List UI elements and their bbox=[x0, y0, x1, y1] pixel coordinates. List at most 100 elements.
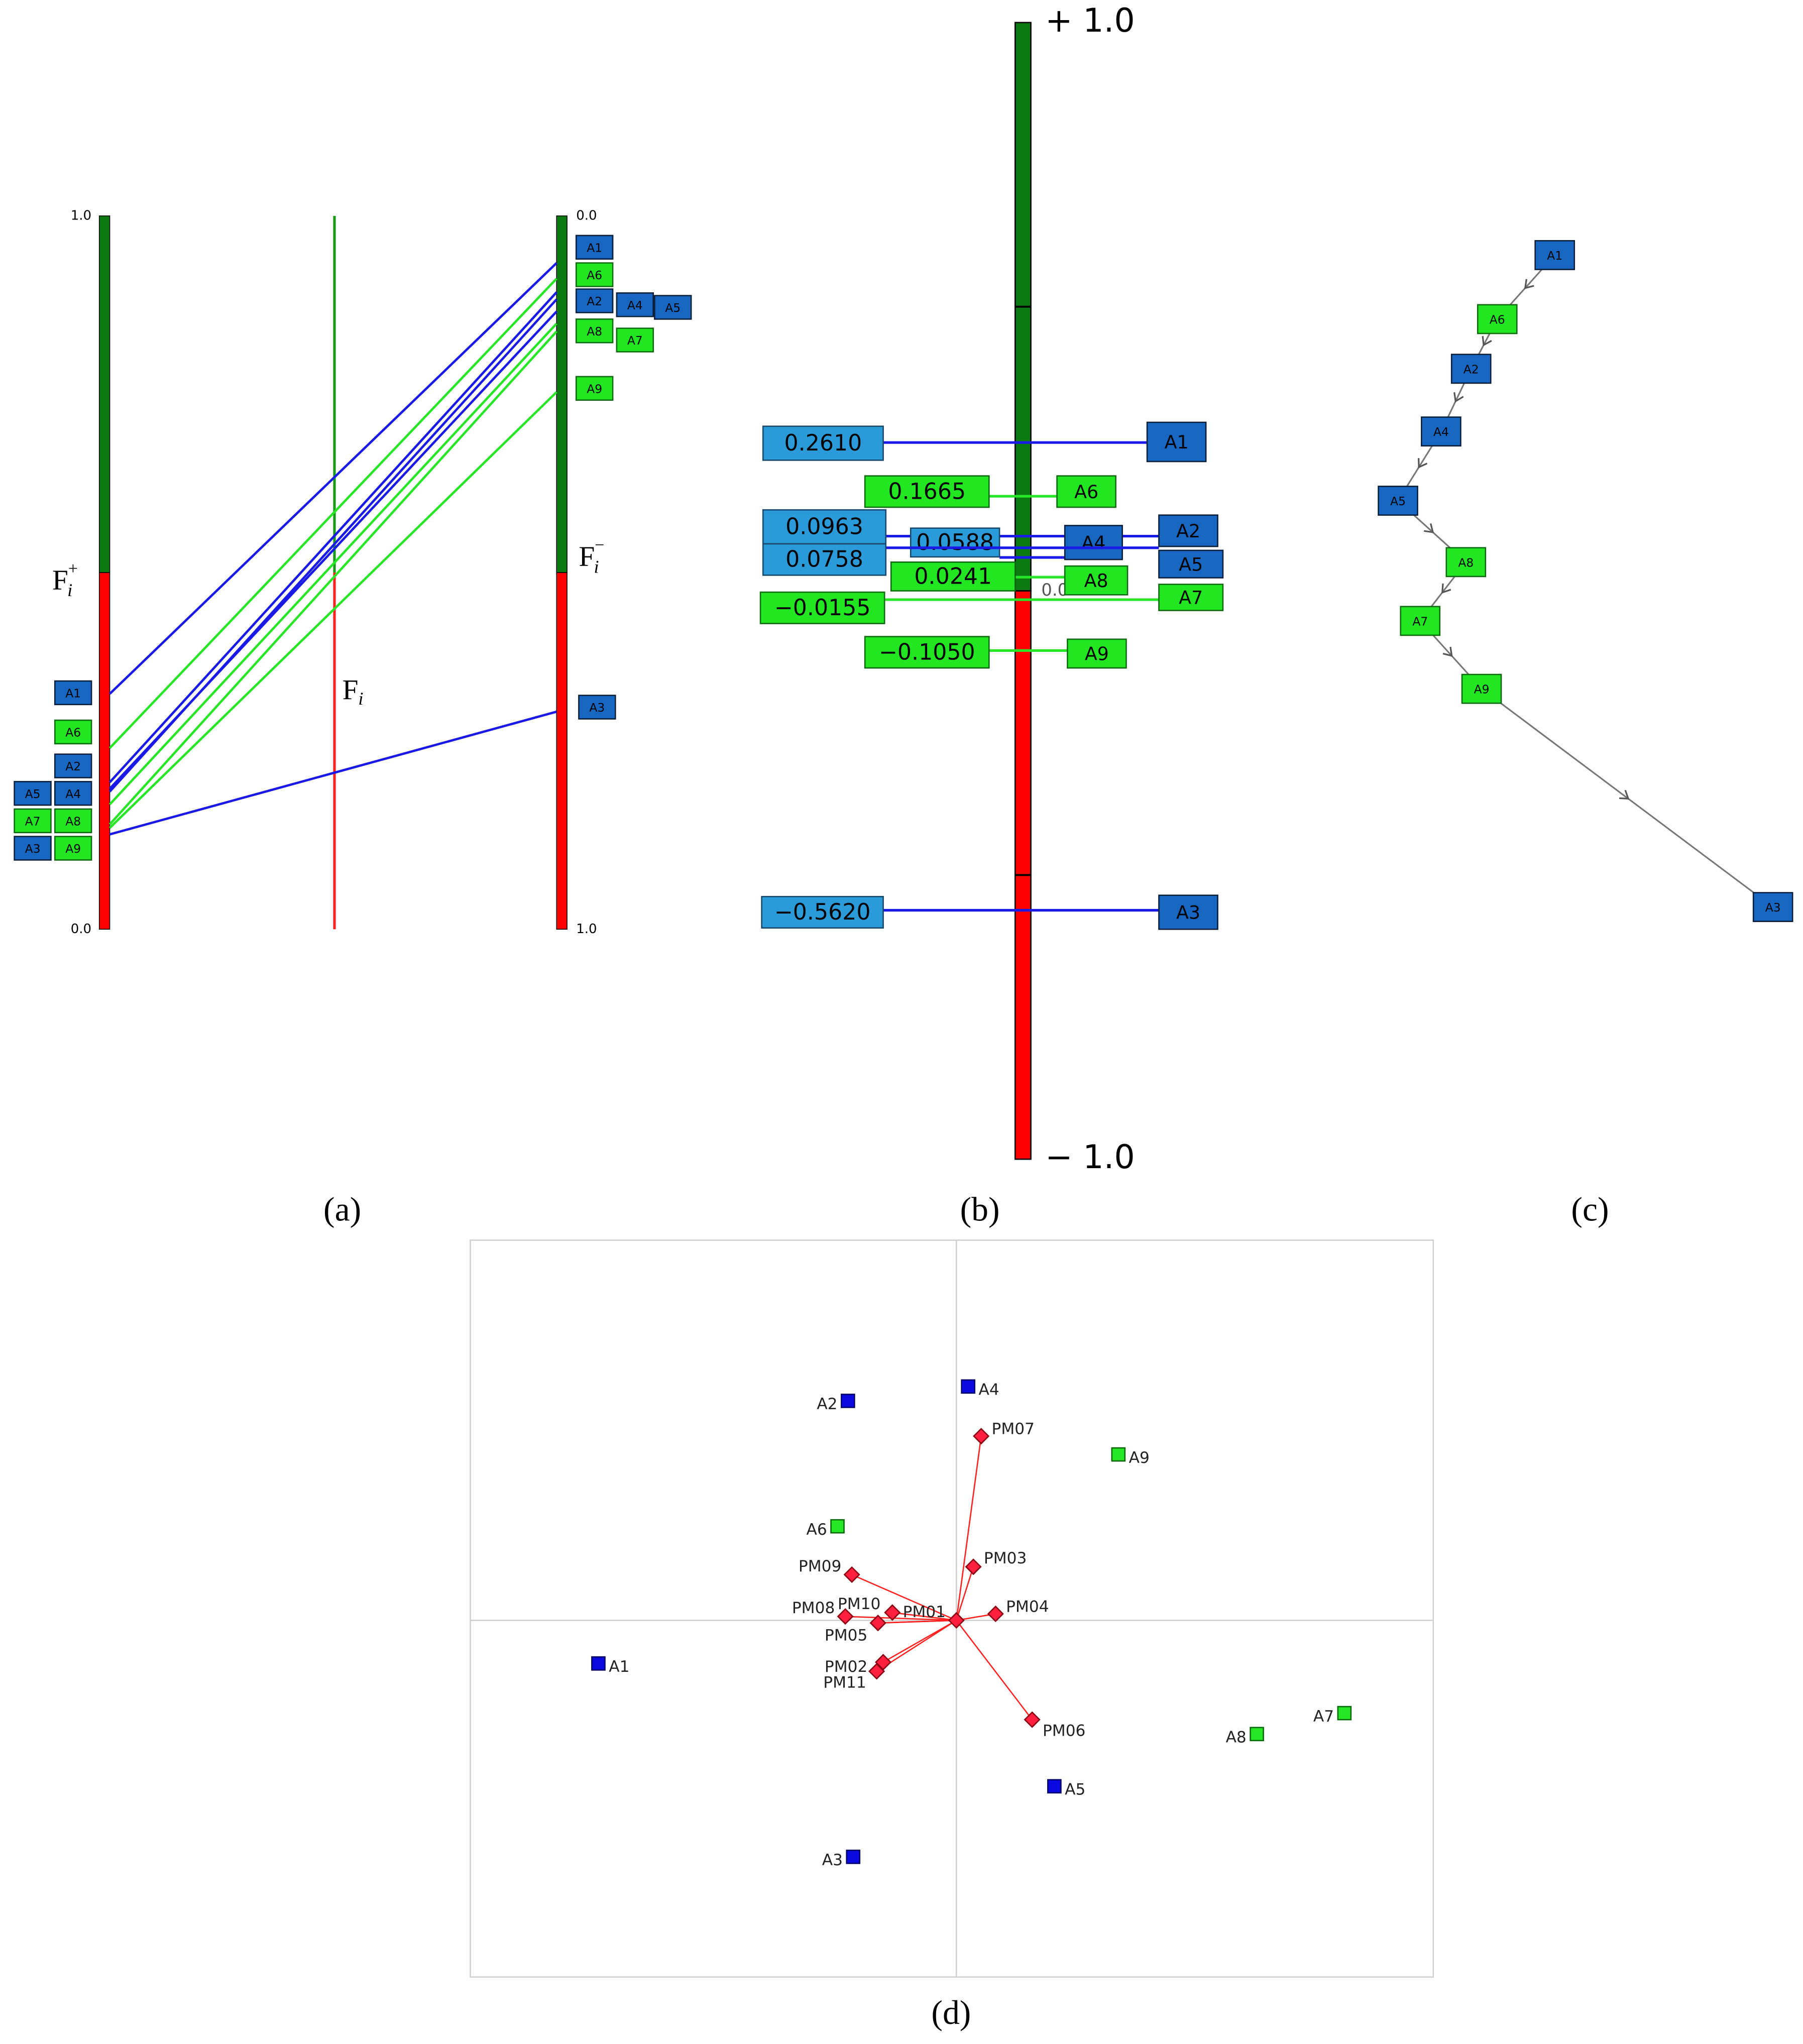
alternative-point bbox=[1337, 1706, 1352, 1721]
box-label: A1 bbox=[65, 687, 81, 701]
caption-c: (c) bbox=[1571, 1190, 1609, 1228]
label-box bbox=[575, 376, 614, 401]
alternative-point bbox=[591, 1656, 606, 1671]
label-box bbox=[1158, 584, 1224, 611]
value-label: 0.0758 bbox=[785, 547, 863, 573]
box-label: A4 bbox=[1081, 532, 1105, 553]
label-box bbox=[575, 288, 614, 313]
box-label: A3 bbox=[589, 701, 605, 715]
box-label: A1 bbox=[1165, 431, 1189, 453]
criterion-point bbox=[843, 1566, 860, 1583]
alternative-point bbox=[961, 1379, 975, 1394]
label-box bbox=[1378, 486, 1418, 516]
criterion-axis bbox=[878, 1620, 957, 1624]
criterion-point bbox=[973, 1428, 990, 1445]
label-base: F bbox=[343, 674, 359, 706]
label-box bbox=[1450, 354, 1492, 384]
criterion-label: PM02 bbox=[825, 1658, 867, 1676]
point-label: A7 bbox=[1313, 1708, 1334, 1726]
box-label: A3 bbox=[1765, 900, 1781, 915]
label-box bbox=[1534, 240, 1575, 270]
tick-label: 0.0 bbox=[71, 922, 91, 937]
value-box bbox=[910, 527, 1000, 558]
flow-line bbox=[108, 322, 557, 806]
box-label: A8 bbox=[587, 324, 602, 338]
box-label: A5 bbox=[1390, 494, 1406, 508]
box-label: A2 bbox=[65, 759, 81, 773]
box-label: A5 bbox=[25, 787, 41, 801]
criterion-label: PM04 bbox=[1006, 1598, 1049, 1616]
box-label: A6 bbox=[1490, 313, 1505, 327]
caption-d: (d) bbox=[931, 1994, 971, 2031]
label-base: F bbox=[579, 541, 595, 573]
criterion-axis bbox=[955, 1436, 982, 1621]
label-box bbox=[54, 753, 92, 778]
point-label: A3 bbox=[822, 1851, 843, 1869]
box-label: A8 bbox=[1084, 570, 1108, 592]
label-box bbox=[1445, 547, 1487, 578]
value-label: 0.1665 bbox=[888, 479, 966, 504]
box-label: A7 bbox=[1179, 587, 1203, 609]
point-label: A8 bbox=[1226, 1729, 1247, 1747]
box-label: A6 bbox=[1074, 481, 1098, 503]
criterion-point bbox=[1024, 1711, 1041, 1728]
alternative-point bbox=[846, 1850, 861, 1864]
rank-arrow bbox=[1481, 688, 1774, 908]
tick-label: + 1.0 bbox=[1045, 2, 1135, 40]
box-label: A1 bbox=[1547, 249, 1562, 263]
label-box bbox=[1477, 304, 1518, 334]
label-box bbox=[1064, 565, 1129, 596]
criterion-point bbox=[987, 1605, 1004, 1623]
criterion-label: PM10 bbox=[838, 1595, 880, 1613]
label-box bbox=[1067, 638, 1127, 669]
alternative-point bbox=[830, 1519, 845, 1534]
label-box bbox=[575, 318, 614, 344]
criterion-axis bbox=[851, 1574, 957, 1621]
point-label: A4 bbox=[978, 1381, 999, 1399]
axis-label: F+ i bbox=[52, 559, 78, 601]
box-label: A2 bbox=[587, 294, 602, 308]
criterion-label: PM03 bbox=[984, 1549, 1027, 1567]
label-box bbox=[54, 836, 92, 861]
label-box bbox=[654, 295, 692, 320]
tick-label: 0.0 bbox=[1041, 580, 1068, 600]
value-box bbox=[761, 895, 884, 929]
box-label: A4 bbox=[65, 787, 81, 801]
flow-line bbox=[108, 391, 557, 829]
value-label: −0.1050 bbox=[879, 639, 975, 665]
axis-label: Fi bbox=[343, 674, 364, 709]
box-label: A5 bbox=[665, 301, 681, 315]
label-sub: i bbox=[358, 689, 363, 709]
criterion-axis bbox=[956, 1566, 974, 1621]
box-label: A4 bbox=[1433, 425, 1449, 439]
label-box bbox=[575, 235, 614, 260]
box-label: A2 bbox=[1176, 520, 1200, 542]
label-sup: + bbox=[68, 559, 78, 578]
box-label: A6 bbox=[65, 726, 81, 740]
flow-line bbox=[108, 298, 557, 792]
label-box bbox=[1056, 475, 1116, 508]
value-box bbox=[864, 636, 990, 669]
value-box bbox=[762, 543, 887, 576]
label-box bbox=[1752, 892, 1793, 922]
gaia-frame bbox=[470, 1239, 1434, 1978]
box-label: A9 bbox=[65, 842, 81, 856]
alternative-point bbox=[841, 1394, 855, 1408]
box-label: A7 bbox=[1412, 614, 1428, 628]
criterion-label: PM11 bbox=[823, 1673, 866, 1691]
axis-bar-top bbox=[98, 215, 110, 573]
criterion-axis bbox=[882, 1620, 957, 1663]
axis-label: F− i bbox=[579, 536, 604, 577]
box-label: A6 bbox=[587, 268, 602, 282]
flow-line bbox=[108, 278, 557, 749]
value-label: 0.0588 bbox=[916, 530, 994, 555]
point-label: A9 bbox=[1129, 1449, 1150, 1467]
box-label: A9 bbox=[587, 382, 602, 396]
label-box bbox=[1146, 421, 1207, 463]
label-box bbox=[14, 808, 52, 834]
box-label: A7 bbox=[25, 814, 41, 828]
label-box bbox=[616, 292, 654, 317]
criterion-point bbox=[884, 1604, 901, 1621]
label-box bbox=[1158, 894, 1218, 930]
